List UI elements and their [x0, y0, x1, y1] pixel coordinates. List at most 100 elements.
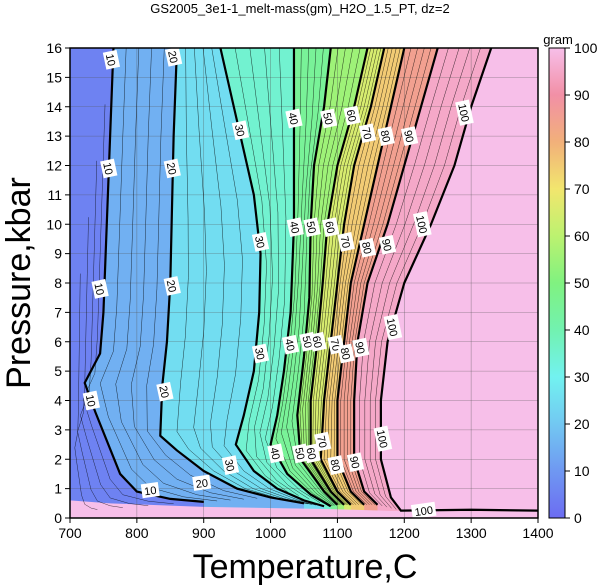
y-tick-label-13: 13 [46, 128, 62, 144]
contour-label-text: 20 [164, 279, 178, 293]
contour-label-text: 80 [359, 241, 373, 255]
contour-label-100-4: 100 [410, 501, 437, 519]
colorbar-tick-label-60: 60 [574, 228, 590, 244]
contour-label-text: 20 [195, 477, 209, 491]
contour-label-bg [337, 343, 355, 364]
minor-contour-46 [286, 48, 335, 506]
contour-label-30-0: 30 [231, 120, 250, 141]
contour-label-70-1: 70 [337, 232, 355, 252]
minor-contour-86 [347, 48, 425, 505]
contour-label-text: 90 [347, 455, 361, 469]
contour-label-text: 30 [222, 458, 236, 472]
contour-label-text: 10 [103, 53, 117, 67]
contour-label-40-2: 40 [281, 334, 300, 355]
y-tick-label-14: 14 [46, 99, 62, 115]
contour-label-10-1: 10 [100, 158, 118, 179]
minor-contour-66 [316, 48, 378, 505]
contour-label-text: 10 [144, 485, 158, 499]
contour-label-bg [267, 443, 285, 464]
contour-label-text: 100 [384, 317, 400, 337]
contour-line-20 [159, 48, 305, 505]
chart-title: GS2005_3e1-1_melt-mass(gm)_H2O_1.5_PT, d… [150, 1, 450, 16]
contour-label-40-0: 40 [285, 108, 303, 129]
contour-label-bg [140, 481, 160, 499]
y-tick-label-10: 10 [46, 216, 62, 232]
contour-label-bg [320, 108, 338, 129]
minor-contour-4 [77, 217, 123, 508]
contour-label-text: 30 [252, 235, 266, 249]
contour-label-20-4: 20 [192, 474, 212, 491]
contour-label-bg [400, 126, 419, 146]
contour-label-text: 90 [379, 238, 393, 252]
contour-label-bg [91, 279, 109, 299]
colorbar-tick-label-100: 100 [574, 40, 598, 56]
contour-label-text: 40 [267, 446, 281, 460]
contour-label-bg [163, 158, 181, 179]
contour-label-text: 50 [292, 446, 306, 460]
contour-label-text: 60 [344, 109, 358, 123]
minor-contour-94 [364, 48, 460, 508]
x-tick-label-1000: 1000 [255, 525, 286, 541]
contour-label-90-0: 90 [400, 126, 419, 146]
colorbar-tick-label-0: 0 [574, 510, 582, 526]
minor-contour-2 [74, 273, 98, 510]
contour-label-20-3: 20 [156, 381, 174, 402]
colorbar-tick-label-40: 40 [574, 322, 590, 338]
colorbar-tick-label-50: 50 [574, 275, 590, 291]
contour-label-50-1: 50 [303, 217, 321, 238]
contour-labels: 1010101010202020202030303030404040405050… [82, 46, 474, 519]
contour-label-bg [327, 455, 345, 475]
minor-contour-56 [305, 48, 354, 505]
contour-label-bg [337, 232, 355, 252]
contour-label-100-1: 100 [413, 211, 432, 238]
contour-label-20-1: 20 [163, 158, 181, 179]
contour-label-80-1: 80 [358, 237, 377, 258]
contour-label-90-2: 90 [352, 337, 370, 358]
contour-label-bg [285, 108, 303, 129]
contour-label-text: 20 [165, 50, 179, 64]
minor-contour-68 [318, 48, 382, 505]
minor-contour-24 [193, 48, 313, 505]
y-tick-label-6: 6 [54, 334, 62, 350]
contour-label-text: 20 [156, 385, 170, 399]
y-tick-label-7: 7 [54, 304, 62, 320]
minor-contour-64 [314, 48, 375, 505]
y-tick-label-5: 5 [54, 363, 62, 379]
minor-contour-96 [369, 48, 471, 509]
minor-contour-8 [82, 104, 174, 505]
contour-label-40-3: 40 [267, 443, 285, 464]
y-tick-label-4: 4 [54, 393, 62, 409]
contour-label-bg [346, 452, 365, 473]
contour-label-bg [314, 431, 332, 452]
contour-label-text: 10 [91, 282, 105, 296]
contour-label-bg [192, 474, 212, 491]
contour-label-text: 90 [401, 129, 415, 143]
minor-contour-44 [281, 48, 334, 506]
contour-label-text: 100 [414, 505, 434, 519]
y-tick-label-15: 15 [46, 69, 62, 85]
contour-label-text: 10 [100, 162, 114, 176]
contour-label-bg [413, 211, 432, 238]
contour-label-bg [102, 49, 121, 70]
contour-label-10-0: 10 [102, 49, 121, 70]
contour-label-30-2: 30 [251, 343, 270, 364]
minor-contour-98 [375, 48, 481, 510]
contour-label-bg [82, 390, 101, 411]
contour-label-bg [221, 455, 240, 475]
contour-label-60-2: 60 [309, 331, 327, 352]
contour-line-40 [269, 48, 332, 508]
contour-label-bg [343, 105, 361, 126]
minor-contour-42 [275, 48, 333, 507]
contour-label-text: 100 [413, 214, 429, 234]
contour-label-text: 30 [232, 123, 246, 137]
x-tick-label-900: 900 [192, 525, 216, 541]
contour-line-30 [219, 48, 325, 508]
y-tick-label-12: 12 [46, 158, 62, 174]
contour-label-text: 10 [83, 394, 97, 408]
contour-label-70-0: 70 [358, 123, 377, 144]
contour-label-80-2: 80 [337, 343, 355, 364]
contour-label-bg [322, 217, 340, 238]
contour-label-100-0: 100 [455, 99, 474, 126]
contour-label-text: 100 [374, 429, 390, 449]
